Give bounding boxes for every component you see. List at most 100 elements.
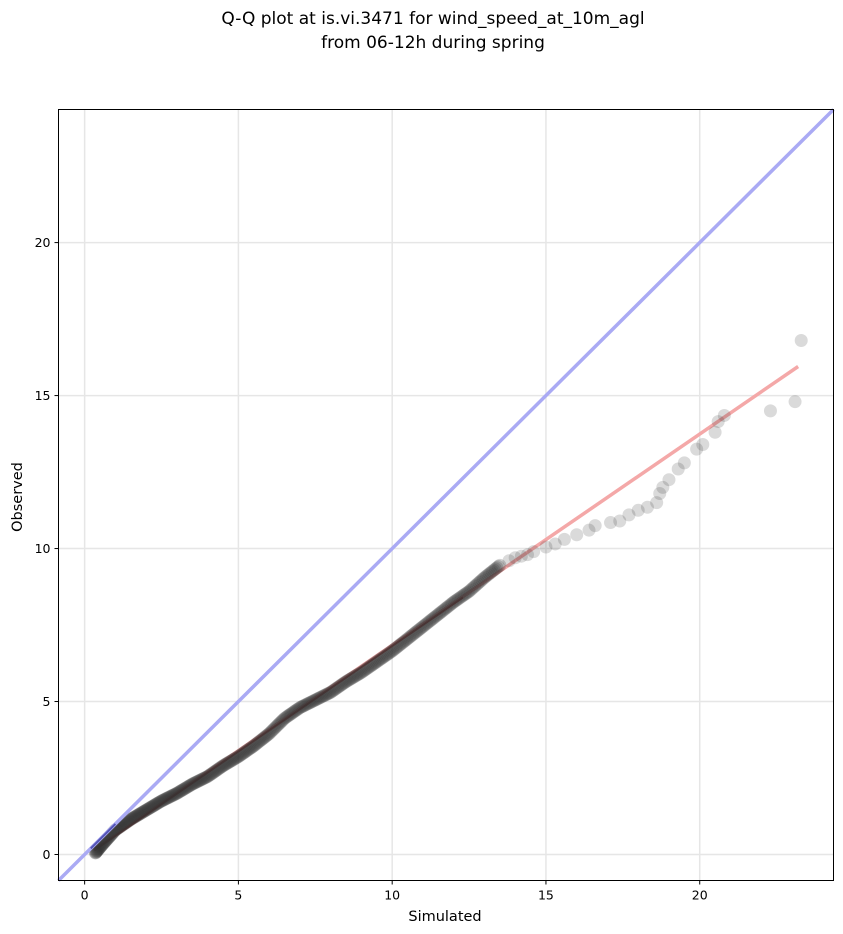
data-point [411,623,425,637]
data-point [172,785,186,799]
data-point [168,787,182,801]
data-point [370,654,384,668]
data-point [311,692,325,706]
data-point [216,759,230,773]
tail-data-point [640,500,654,514]
x-tick-label: 0 [81,888,89,903]
data-point [156,793,170,807]
data-point [376,651,390,665]
data-point [387,643,401,657]
data-point [176,782,190,796]
data-point [255,732,269,746]
y-tick-label: 20 [35,235,51,250]
data-point [325,684,339,698]
data-point [469,578,483,592]
data-point [173,784,187,798]
data-point [212,762,226,776]
tail-data-point [711,415,725,429]
data-point [481,568,495,582]
data-point [267,722,281,736]
data-point [220,756,234,770]
data-point [179,781,193,795]
data-point [319,688,333,702]
data-point [279,710,293,724]
tail-data-point [539,540,553,554]
data-point [398,634,412,648]
plot-frame [58,109,834,881]
data-point [199,770,213,784]
data-point [269,720,283,734]
data-point [174,784,188,798]
data-point [270,718,284,732]
fit-line-dense-section [96,596,464,850]
data-point [417,619,431,633]
data-point [208,764,222,778]
data-point [437,603,451,617]
data-point [362,660,376,674]
data-point [89,845,103,859]
data-point [427,611,441,625]
data-point [332,680,346,694]
data-point [383,646,397,660]
data-point [456,589,470,603]
data-point [352,667,366,681]
tail-data-point [582,523,596,537]
x-axis-label: Simulated [408,909,481,925]
data-point [185,777,199,791]
data-point [120,815,134,829]
data-point [213,761,227,775]
data-point [424,613,438,627]
data-point [89,846,103,860]
tail-data-point [514,549,528,563]
tail-data-point [717,408,731,422]
data-point [425,612,439,626]
data-point [357,664,371,678]
data-point [139,803,153,817]
data-point [484,565,498,579]
data-point [118,816,132,830]
data-point [363,659,377,673]
data-point [407,627,421,641]
data-point [182,779,196,793]
x-tick-label: 10 [384,888,400,903]
data-point [475,573,489,587]
data-point [391,639,405,653]
data-point [209,763,223,777]
data-point [268,721,282,735]
tail-data-point [671,462,685,476]
data-point [459,587,473,601]
data-point [252,735,266,749]
data-point [433,606,447,620]
fit-line-layer [92,365,800,852]
x-tick-label: 20 [692,888,708,903]
data-point [287,705,301,719]
data-point [198,771,212,785]
data-point [240,743,254,757]
data-point [286,706,300,720]
data-point [313,690,327,704]
data-point [201,769,215,783]
data-point [331,680,345,694]
data-point [197,772,211,786]
data-point [274,715,288,729]
data-point [466,581,480,595]
data-point [171,786,185,800]
chart-subtitle: from 06-12h during spring [321,33,545,53]
data-point [298,698,312,712]
data-point [135,806,149,820]
data-point [327,683,341,697]
data-point [223,754,237,768]
data-point [181,780,195,794]
data-point [485,564,499,578]
data-point [444,597,458,611]
data-point [147,799,161,813]
data-point [491,560,505,574]
data-point [263,726,277,740]
data-point [167,788,181,802]
data-point [344,672,358,686]
data-point [373,652,387,666]
data-point [164,789,178,803]
data-point [152,796,166,810]
data-point [133,807,147,821]
data-point [265,723,279,737]
